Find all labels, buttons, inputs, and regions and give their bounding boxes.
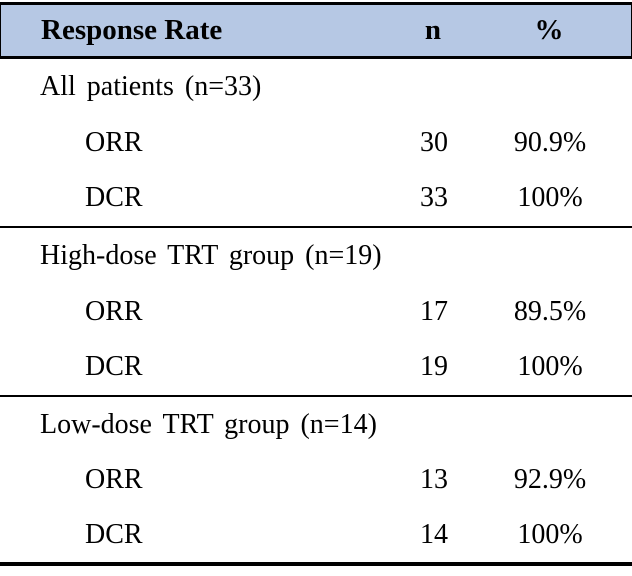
row-pct-value: 100%	[517, 182, 583, 214]
header-cell-response-rate: Response Rate	[41, 14, 223, 46]
row-n-value: 14	[420, 518, 448, 550]
group-title: Low-dose TRT group (n=14)	[40, 408, 377, 440]
group-title-row: High-dose TRT group (n=19)	[0, 228, 632, 284]
row-label: DCR	[85, 518, 143, 550]
group-title-row: Low-dose TRT group (n=14)	[0, 397, 632, 452]
header-cell-percent: %	[534, 14, 564, 46]
table-row-dcr: DCR 14 100%	[0, 507, 632, 562]
response-rate-table: Response Rate n % All patients (n=33) OR…	[0, 2, 632, 566]
row-label: DCR	[85, 182, 143, 214]
row-pct-value: 100%	[517, 351, 583, 383]
row-pct-value: 90.9%	[513, 126, 587, 158]
row-label: DCR	[85, 351, 143, 383]
row-n-value: 19	[420, 351, 448, 383]
row-n-value: 30	[420, 126, 448, 158]
table-header-row: Response Rate n %	[0, 2, 632, 59]
row-n-value: 33	[420, 182, 448, 214]
table-row-orr: ORR 17 89.5%	[0, 284, 632, 340]
row-label: ORR	[85, 463, 143, 495]
table-row-orr: ORR 13 92.9%	[0, 452, 632, 507]
section-high-dose-trt: High-dose TRT group (n=19) ORR 17 89.5% …	[0, 228, 632, 397]
section-all-patients: All patients (n=33) ORR 30 90.9% DCR 33 …	[0, 59, 632, 228]
row-pct-value: 100%	[517, 518, 583, 550]
row-pct-value: 89.5%	[513, 295, 587, 327]
row-n-value: 17	[420, 295, 448, 327]
row-label: ORR	[85, 295, 143, 327]
group-title: All patients (n=33)	[40, 70, 262, 102]
table-row-orr: ORR 30 90.9%	[0, 115, 632, 171]
row-label: ORR	[85, 126, 143, 158]
row-pct-value: 92.9%	[513, 463, 587, 495]
section-low-dose-trt: Low-dose TRT group (n=14) ORR 13 92.9% D…	[0, 397, 632, 566]
header-cell-n: n	[424, 14, 442, 46]
row-n-value: 13	[420, 463, 448, 495]
table-row-dcr: DCR 19 100%	[0, 339, 632, 395]
table-row-dcr: DCR 33 100%	[0, 170, 632, 226]
group-title: High-dose TRT group (n=19)	[40, 239, 382, 271]
group-title-row: All patients (n=33)	[0, 59, 632, 115]
